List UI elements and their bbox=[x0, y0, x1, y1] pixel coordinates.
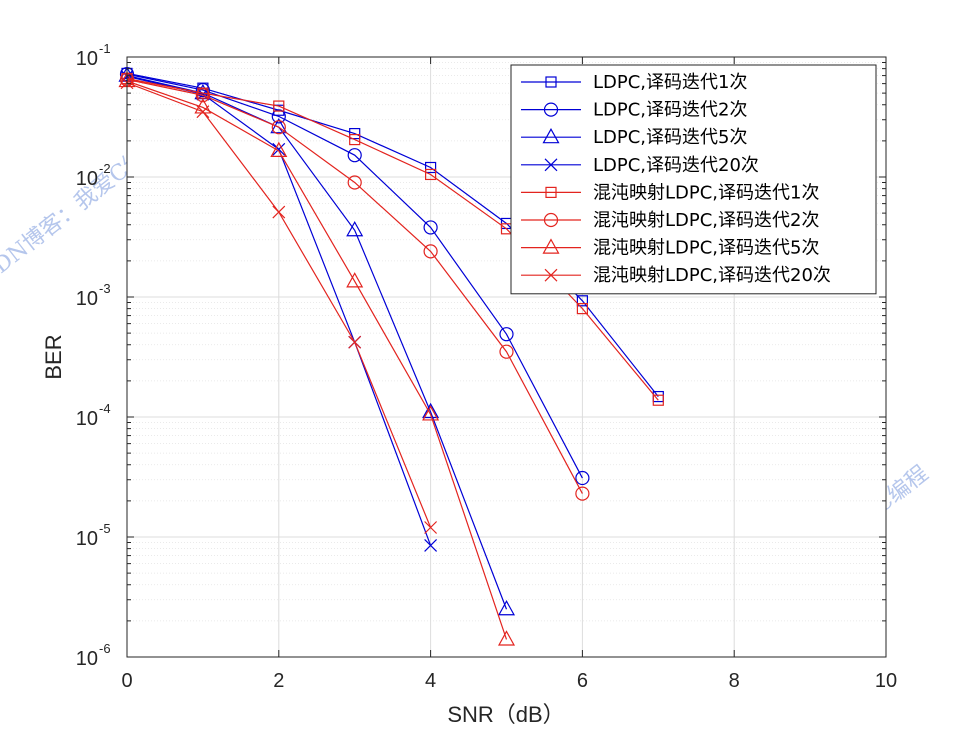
y-axis-label: BER bbox=[41, 334, 66, 379]
legend-marker bbox=[543, 102, 559, 117]
legend-entry-8: 混沌映射LDPC,译码迭代20次 bbox=[521, 265, 831, 286]
x-tick-label: 4 bbox=[425, 670, 436, 692]
y-tick-label-exp: -5 bbox=[99, 521, 111, 536]
series-1-point bbox=[425, 161, 437, 174]
series-2-point bbox=[423, 220, 438, 235]
series-layer bbox=[118, 66, 664, 646]
legend-marker bbox=[542, 238, 560, 254]
series-7-point bbox=[422, 405, 440, 421]
y-tick-label-base: 10 bbox=[76, 48, 98, 70]
series-2-point bbox=[575, 470, 590, 486]
series-2-point bbox=[195, 82, 210, 98]
legend-label: 混沌映射LDPC,译码迭代20次 bbox=[593, 265, 831, 286]
series-6-point bbox=[271, 120, 286, 135]
legend-label: LDPC,译码迭代5次 bbox=[593, 127, 748, 148]
legend-label: 混沌映射LDPC,译码迭代5次 bbox=[593, 238, 820, 259]
series-7-point bbox=[270, 141, 288, 158]
series-2-point bbox=[347, 148, 362, 163]
legend-entry-6: 混沌映射LDPC,译码迭代2次 bbox=[521, 210, 820, 231]
series-6-point bbox=[575, 486, 590, 501]
series-8-point bbox=[348, 335, 362, 349]
y-tick-label-exp: -2 bbox=[99, 161, 111, 176]
series-1-point bbox=[576, 295, 589, 307]
y-tick-label-base: 10 bbox=[76, 288, 98, 310]
legend-label: LDPC,译码迭代1次 bbox=[593, 72, 748, 93]
series-2-line bbox=[126, 73, 583, 479]
series-3-point bbox=[422, 402, 440, 419]
series-6-point bbox=[195, 88, 210, 103]
legend-entry-1: LDPC,译码迭代1次 bbox=[521, 72, 748, 93]
series-5-point bbox=[349, 133, 361, 146]
y-tick-label-base: 10 bbox=[76, 408, 98, 430]
series-4-point bbox=[272, 142, 286, 156]
legend-marker bbox=[544, 158, 558, 172]
x-tick-label: 6 bbox=[577, 670, 588, 692]
legend-entry-4: LDPC,译码迭代20次 bbox=[521, 155, 759, 176]
y-tick-label-base: 10 bbox=[76, 528, 98, 550]
series-5-point bbox=[576, 303, 589, 315]
series-7-point bbox=[497, 630, 516, 646]
legend-marker bbox=[544, 268, 558, 282]
x-tick-label: 8 bbox=[729, 670, 740, 692]
legend-entry-2: LDPC,译码迭代2次 bbox=[521, 100, 748, 121]
series-8-point bbox=[196, 105, 210, 119]
series-7-point bbox=[194, 98, 212, 114]
y-tick-label-base: 10 bbox=[76, 168, 98, 190]
y-tick-label-base: 10 bbox=[76, 648, 98, 670]
legend-label: 混沌映射LDPC,译码迭代2次 bbox=[593, 210, 820, 231]
legend-entry-5: 混沌映射LDPC,译码迭代1次 bbox=[521, 182, 820, 203]
series-5-point bbox=[652, 394, 664, 406]
series-5-point bbox=[425, 168, 437, 181]
plot-frame bbox=[126, 56, 887, 658]
legend-label: 混沌映射LDPC,译码迭代1次 bbox=[593, 182, 820, 203]
series-8 bbox=[120, 76, 438, 534]
series-2-point bbox=[271, 109, 286, 124]
series-8-point bbox=[424, 521, 438, 534]
series-3-point bbox=[346, 221, 364, 237]
series-2-point bbox=[499, 327, 514, 342]
legend-marker bbox=[543, 212, 559, 228]
series-6-point bbox=[423, 244, 438, 259]
legend-entry-3: LDPC,译码迭代5次 bbox=[521, 127, 748, 148]
series-5 bbox=[121, 73, 664, 406]
series-8-point bbox=[272, 205, 286, 219]
series-5-line bbox=[126, 78, 659, 401]
series-4-point bbox=[424, 539, 438, 552]
series-6-line bbox=[126, 78, 583, 494]
series-6-point bbox=[499, 344, 514, 359]
series-7-line bbox=[126, 80, 508, 640]
series-6-point bbox=[347, 175, 362, 190]
legend-label: LDPC,译码迭代20次 bbox=[593, 155, 759, 176]
series-3-point bbox=[497, 600, 516, 616]
y-tick-label-exp: -1 bbox=[99, 41, 111, 56]
legend-box bbox=[510, 64, 877, 295]
legend-entry-7: 混沌映射LDPC,译码迭代5次 bbox=[521, 238, 820, 259]
legend-marker bbox=[542, 127, 560, 144]
x-tick-label: 10 bbox=[875, 670, 897, 692]
series-7-point bbox=[346, 272, 364, 288]
legend-label: LDPC,译码迭代2次 bbox=[593, 100, 748, 121]
series-1-point bbox=[349, 127, 361, 140]
x-tick-label: 0 bbox=[121, 670, 132, 692]
series-5-point bbox=[273, 100, 285, 112]
y-tick-label-exp: -6 bbox=[99, 641, 111, 656]
y-tick-label-exp: -4 bbox=[99, 401, 111, 416]
x-tick-label: 2 bbox=[273, 670, 284, 692]
legend: LDPC,译码迭代1次 LDPC,译码迭代2次 LDPC,译码迭代5次 LDPC,译码… bbox=[510, 64, 877, 295]
x-axis-label: SNR（dB） bbox=[447, 702, 564, 727]
legend-marker bbox=[545, 76, 557, 88]
legend-marker bbox=[545, 186, 557, 198]
y-tick-label-exp: -3 bbox=[99, 281, 111, 296]
series-5-point bbox=[197, 87, 209, 99]
